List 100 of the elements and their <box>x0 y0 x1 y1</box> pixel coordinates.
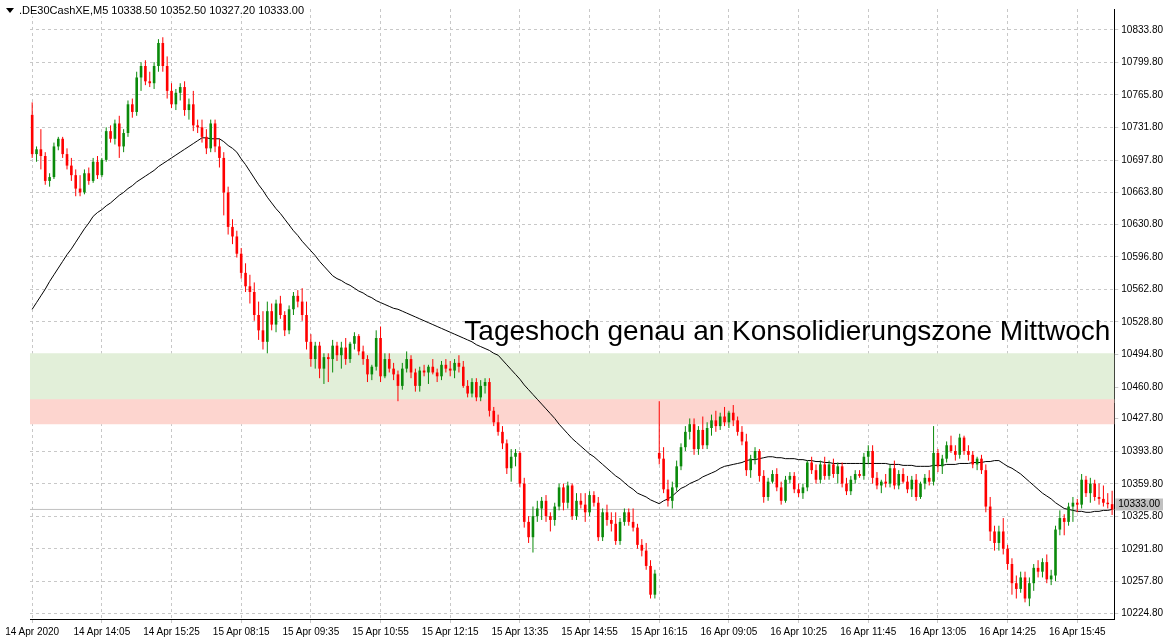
candlestick <box>553 502 557 527</box>
candlestick <box>675 460 678 492</box>
candlestick <box>131 98 134 119</box>
candlestick <box>501 425 504 450</box>
y-tick-label: 10663.80 <box>1121 186 1164 198</box>
candlestick <box>723 406 726 427</box>
x-tick-label: 15 Apr 16:15 <box>630 625 689 637</box>
candlestick <box>1062 513 1066 536</box>
candlestick <box>453 358 456 379</box>
candlestick <box>366 354 369 383</box>
candlestick <box>610 511 613 532</box>
x-tick-label: 14 Apr 15:25 <box>143 625 201 637</box>
candlestick <box>819 460 822 485</box>
candlestick <box>749 454 752 479</box>
x-tick-label: 15 Apr 13:35 <box>491 625 549 637</box>
candlestick <box>61 136 64 159</box>
y-tick-label: 10427.80 <box>1121 412 1164 424</box>
y-tick-label: 10393.80 <box>1121 444 1164 456</box>
candlestick <box>958 433 962 460</box>
candlestick <box>1019 571 1022 594</box>
y-tick-label: 10291.80 <box>1121 542 1164 554</box>
x-tick-label: 15 Apr 09:35 <box>282 625 340 637</box>
y-tick-label: 10697.80 <box>1121 153 1164 165</box>
candlestick <box>96 155 99 180</box>
candlestick <box>910 475 914 498</box>
y-tick-label: 10257.80 <box>1121 575 1164 587</box>
candlestick <box>231 218 234 245</box>
x-tick-label: 16 Apr 09:05 <box>700 625 758 637</box>
candlestick <box>122 128 125 153</box>
y-tick-label: 10494.80 <box>1121 348 1164 360</box>
candlestick <box>479 379 483 402</box>
candlestick <box>549 511 552 532</box>
x-tick-label: 16 Apr 10:25 <box>770 625 828 637</box>
candlestick <box>536 500 539 523</box>
candlestick <box>257 301 260 341</box>
candlestick <box>575 492 578 521</box>
candlestick <box>252 281 256 322</box>
candlestick <box>357 333 361 356</box>
ref-line-label: 10333.00 <box>1118 498 1161 510</box>
candlestick <box>440 360 443 381</box>
candlestick <box>387 352 391 373</box>
candlestick <box>823 456 827 481</box>
x-tick-label: 14 Apr 14:05 <box>73 625 131 637</box>
candlestick <box>614 511 617 546</box>
candlestick <box>318 341 321 379</box>
y-tick-label: 10224.80 <box>1121 606 1164 618</box>
y-tick-label: 10630.80 <box>1121 217 1164 229</box>
candlestick <box>244 262 247 293</box>
x-tick-label: 15 Apr 14:55 <box>561 625 619 637</box>
candlestick <box>945 440 948 463</box>
candlestick <box>218 138 221 169</box>
candlestick <box>191 90 195 132</box>
candlestick <box>731 404 735 427</box>
candlestick <box>418 366 422 393</box>
candlestick <box>1093 479 1096 502</box>
candlestick <box>897 469 901 490</box>
candlestick <box>1067 502 1070 527</box>
candlestick <box>170 82 173 109</box>
x-tick-label: 16 Apr 15:45 <box>1048 625 1107 637</box>
candlestick <box>279 295 282 320</box>
candlestick <box>583 492 587 523</box>
x-tick-label: 15 Apr 08:15 <box>212 625 270 637</box>
candlestick <box>993 525 996 552</box>
candlestick <box>239 247 243 280</box>
candlestick <box>684 425 687 452</box>
candlestick <box>83 168 86 195</box>
y-tick-label: 10765.80 <box>1121 88 1164 100</box>
candlestick <box>710 414 713 437</box>
candlestick <box>562 483 565 511</box>
y-tick-label: 10460.80 <box>1121 380 1164 392</box>
candlestick <box>1028 576 1031 607</box>
candlestick <box>980 454 983 475</box>
candlestick <box>405 350 408 373</box>
candlestick <box>401 362 404 391</box>
y-tick-label: 10528.80 <box>1121 315 1164 327</box>
y-tick-label: 10596.80 <box>1121 250 1164 262</box>
candlestick <box>784 475 787 504</box>
candlestick <box>144 59 147 86</box>
candlestick <box>331 339 334 373</box>
candlestick <box>657 400 661 465</box>
candlestick <box>866 444 870 465</box>
candlestick <box>540 496 543 521</box>
candlestick <box>414 368 417 393</box>
candlestick <box>292 291 295 316</box>
candlestick <box>1006 544 1009 571</box>
candlestick <box>1045 553 1049 584</box>
candlestick <box>697 425 700 456</box>
candlestick <box>427 364 430 385</box>
candlestick <box>1015 575 1018 599</box>
candlestick <box>157 38 160 73</box>
candlestick <box>205 128 208 155</box>
candlestick <box>1041 557 1044 578</box>
y-tick-label: 10359.80 <box>1121 477 1164 489</box>
candlestick <box>270 303 273 331</box>
candlestick <box>893 460 896 490</box>
candlestick <box>344 337 348 366</box>
candlestick <box>461 360 465 389</box>
x-tick-label: 14 Apr 2020 <box>5 625 60 637</box>
candlestick <box>736 416 739 437</box>
chart-title: .DE30CashXE,M5 10338.50 10352.50 10327.20 10333.00 <box>19 4 305 16</box>
